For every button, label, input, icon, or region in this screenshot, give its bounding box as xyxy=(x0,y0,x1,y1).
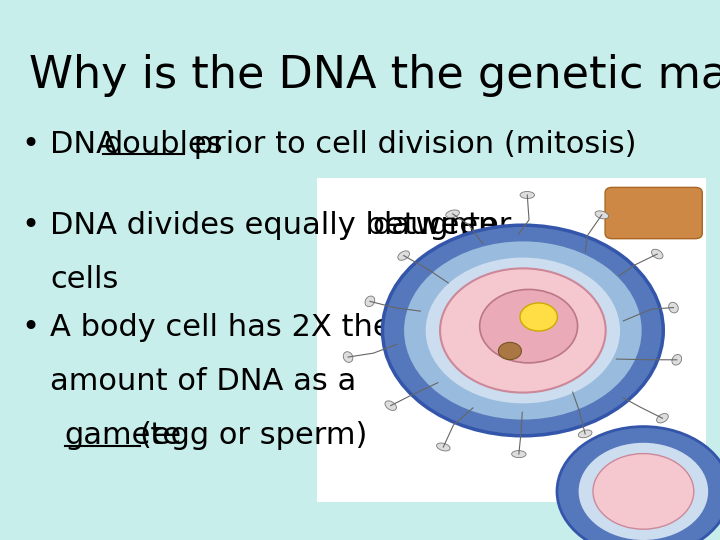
FancyBboxPatch shape xyxy=(317,178,706,502)
Ellipse shape xyxy=(657,414,668,423)
Ellipse shape xyxy=(652,249,663,259)
Ellipse shape xyxy=(365,296,374,307)
Circle shape xyxy=(498,342,521,360)
Circle shape xyxy=(579,443,708,540)
Text: daughter: daughter xyxy=(372,211,512,240)
Ellipse shape xyxy=(385,401,397,410)
Ellipse shape xyxy=(398,251,410,260)
Circle shape xyxy=(382,225,663,436)
Ellipse shape xyxy=(578,430,592,438)
Ellipse shape xyxy=(436,443,450,451)
Text: •: • xyxy=(22,211,40,240)
Text: DNA: DNA xyxy=(50,130,127,159)
FancyBboxPatch shape xyxy=(605,187,702,239)
Ellipse shape xyxy=(595,211,608,219)
Circle shape xyxy=(557,427,720,540)
Ellipse shape xyxy=(520,192,534,199)
Text: •: • xyxy=(22,313,40,342)
Ellipse shape xyxy=(512,450,526,457)
Ellipse shape xyxy=(343,352,353,362)
Text: A body cell has 2X the: A body cell has 2X the xyxy=(50,313,392,342)
Text: Why is the DNA the genetic material: Why is the DNA the genetic material xyxy=(29,54,720,97)
Circle shape xyxy=(520,303,557,331)
Ellipse shape xyxy=(446,210,459,218)
Text: prior to cell division (mitosis): prior to cell division (mitosis) xyxy=(184,130,636,159)
Ellipse shape xyxy=(669,302,678,313)
Circle shape xyxy=(426,258,620,403)
Text: cells: cells xyxy=(50,265,119,294)
Circle shape xyxy=(593,454,694,529)
Circle shape xyxy=(440,268,606,393)
Text: amount of DNA as a: amount of DNA as a xyxy=(50,367,356,396)
Text: DNA divides equally between: DNA divides equally between xyxy=(50,211,508,240)
Ellipse shape xyxy=(672,354,682,365)
Text: (egg or sperm): (egg or sperm) xyxy=(140,421,368,450)
Text: •: • xyxy=(22,130,40,159)
Text: gamete: gamete xyxy=(65,421,182,450)
Circle shape xyxy=(480,289,577,363)
Circle shape xyxy=(404,241,642,420)
Text: doubles: doubles xyxy=(103,130,222,159)
